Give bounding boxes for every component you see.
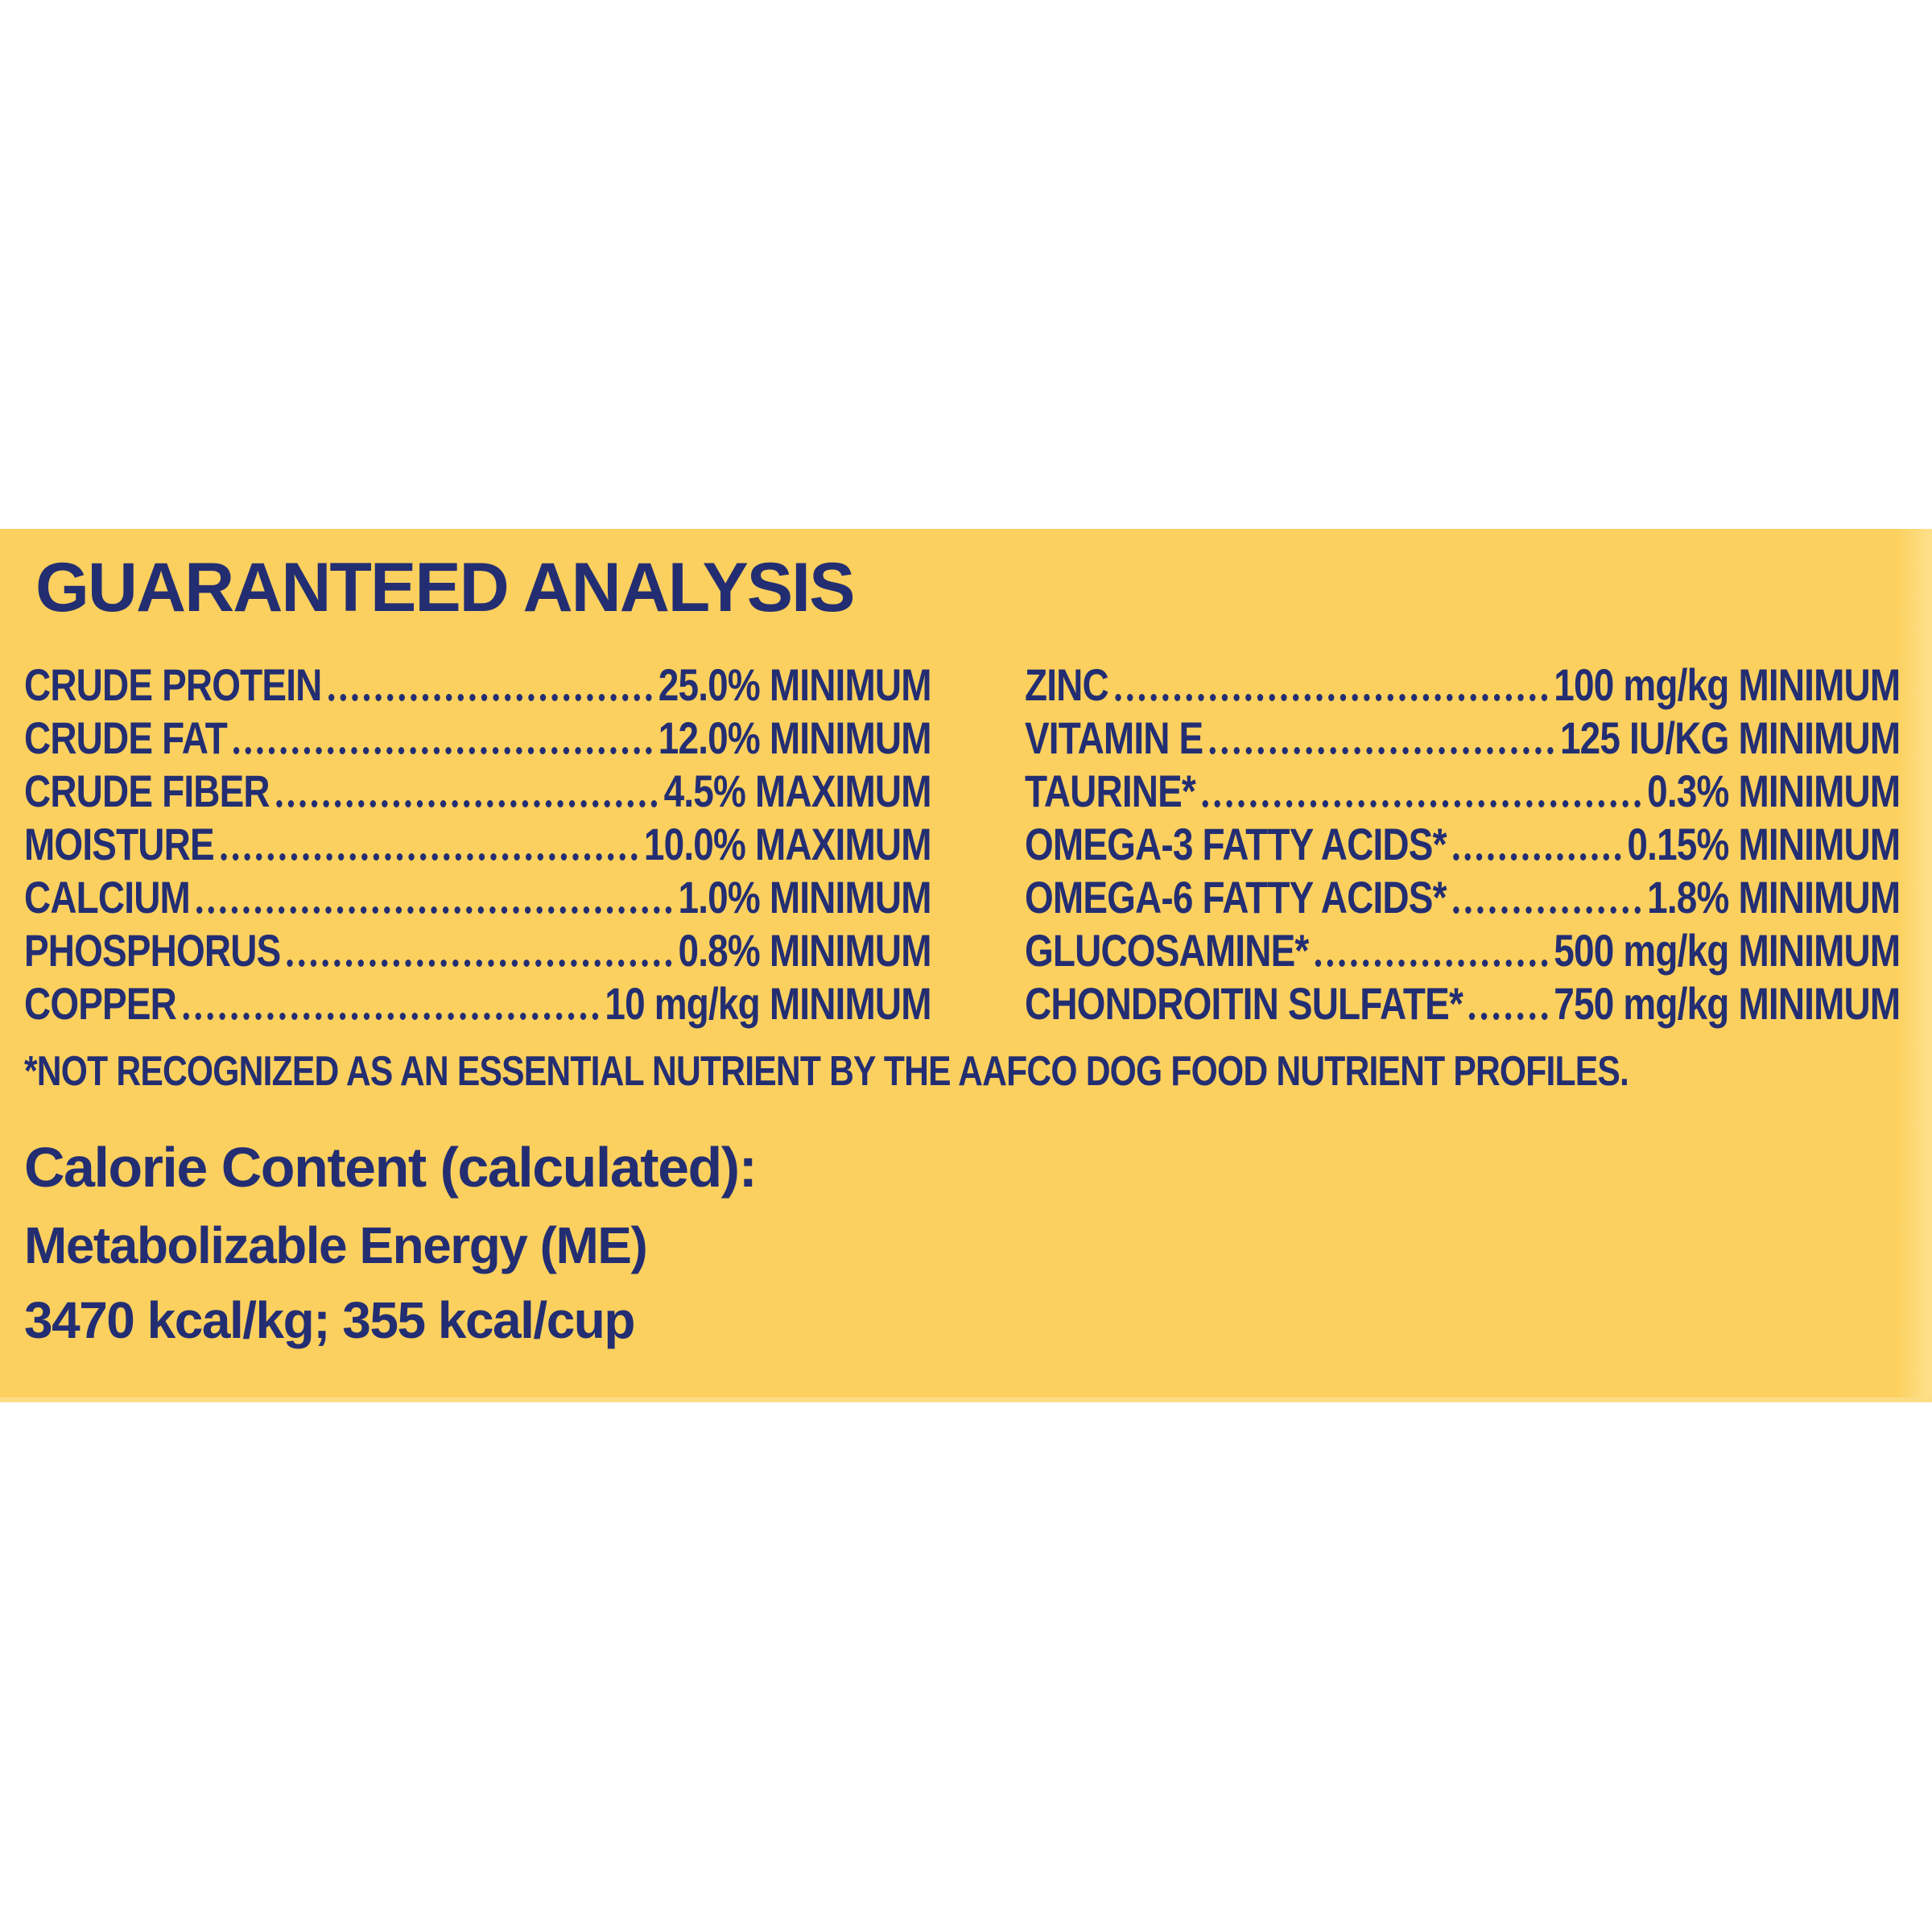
dot-leader xyxy=(1469,1013,1548,1020)
nutrient-name: COPPER xyxy=(24,978,177,1029)
nutrient-value: 750 mg/kg MINIMUM xyxy=(1554,978,1901,1029)
panel-right-edge-highlight xyxy=(1897,529,1932,1402)
nutrient-value: 1.0% MINIMUM xyxy=(678,872,931,923)
analysis-row: OMEGA-3 FATTY ACIDS* 0.15% MINIMUM xyxy=(1025,818,1901,871)
nutrient-value: 4.5% MAXIMUM xyxy=(663,766,932,816)
analysis-row: CHONDROITIN SULFATE* 750 mg/kg MINIMUM xyxy=(1025,977,1901,1030)
nutrient-value: 25.0% MINIMUM xyxy=(658,659,932,710)
analysis-column-left: CRUDE PROTEIN 25.0% MINIMUM CRUDE FAT 12… xyxy=(24,658,1130,1030)
dot-leader xyxy=(1452,906,1641,914)
dot-leader xyxy=(287,960,672,967)
dot-leader xyxy=(221,853,638,861)
nutrient-name: OMEGA-6 FATTY ACIDS* xyxy=(1025,872,1447,923)
nutrient-value: 10 mg/kg MINIMUM xyxy=(605,978,931,1029)
analysis-row: OMEGA-6 FATTY ACIDS* 1.8% MINIMUM xyxy=(1025,871,1901,924)
panel-bottom-edge-highlight xyxy=(0,1397,1932,1402)
dot-leader xyxy=(1202,800,1641,807)
dot-leader xyxy=(1452,853,1621,861)
nutrient-name: CRUDE FIBER xyxy=(24,766,270,816)
nutrient-name: VITAMIN E xyxy=(1025,712,1203,763)
analysis-row: CRUDE PROTEIN 25.0% MINIMUM xyxy=(24,658,932,712)
analysis-row: GLUCOSAMINE* 500 mg/kg MINIMUM xyxy=(1025,924,1901,977)
analysis-row: COPPER 10 mg/kg MINIMUM xyxy=(24,977,932,1030)
dot-leader xyxy=(196,906,672,914)
nutrient-name: TAURINE* xyxy=(1025,766,1196,816)
analysis-row: ZINC 100 mg/kg MINIMUM xyxy=(1025,658,1901,712)
calorie-values-line: 3470 kcal/kg; 355 kcal/cup xyxy=(24,1291,635,1349)
nutrient-value: 1.8% MINIMUM xyxy=(1647,872,1901,923)
analysis-row: PHOSPHORUS 0.8% MINIMUM xyxy=(24,924,932,977)
nutrient-name: CALCIUM xyxy=(24,872,191,923)
calorie-content-heading: Calorie Content (calculated): xyxy=(24,1136,758,1199)
analysis-column-right: ZINC 100 mg/kg MINIMUM VITAMIN E 125 IU/… xyxy=(1025,658,1932,1030)
guaranteed-analysis-panel: GUARANTEED ANALYSIS CRUDE PROTEIN 25.0% … xyxy=(0,529,1932,1402)
aafco-footnote-wrap: *NOT RECOGNIZED AS AN ESSENTIAL NUTRIENT… xyxy=(24,1048,1629,1096)
nutrient-name: MOISTURE xyxy=(24,819,215,869)
dot-leader xyxy=(1209,747,1554,754)
nutrient-value: 0.3% MINIMUM xyxy=(1647,766,1901,816)
nutrient-value: 0.15% MINIMUM xyxy=(1627,819,1901,869)
analysis-row: MOISTURE 10.0% MAXIMUM xyxy=(24,818,932,871)
analysis-row: CRUDE FAT 12.0% MINIMUM xyxy=(24,712,932,765)
nutrient-name: CRUDE PROTEIN xyxy=(24,659,322,710)
nutrient-name: OMEGA-3 FATTY ACIDS* xyxy=(1025,819,1447,869)
nutrient-name: PHOSPHORUS xyxy=(24,925,281,976)
nutrient-name: GLUCOSAMINE* xyxy=(1025,925,1309,976)
nutrient-value: 12.0% MINIMUM xyxy=(658,712,932,763)
nutrient-name: CRUDE FAT xyxy=(24,712,228,763)
dot-leader xyxy=(183,1013,599,1020)
section-title: GUARANTEED ANALYSIS xyxy=(35,549,855,626)
dot-leader xyxy=(275,800,658,807)
nutrient-value: 100 mg/kg MINIMUM xyxy=(1554,659,1901,710)
metabolizable-energy-line: Metabolizable Energy (ME) xyxy=(24,1216,648,1274)
analysis-row: VITAMIN E 125 IU/KG MINIMUM xyxy=(1025,712,1901,765)
nutrient-name: CHONDROITIN SULFATE* xyxy=(1025,978,1463,1029)
nutrient-value: 125 IU/KG MINIMUM xyxy=(1559,712,1901,763)
nutrient-name: ZINC xyxy=(1025,659,1109,710)
nutrient-value: 0.8% MINIMUM xyxy=(678,925,931,976)
analysis-row: CALCIUM 1.0% MINIMUM xyxy=(24,871,932,924)
dot-leader xyxy=(233,747,652,754)
dot-leader xyxy=(1315,960,1548,967)
aafco-footnote: *NOT RECOGNIZED AS AN ESSENTIAL NUTRIENT… xyxy=(24,1048,1629,1095)
analysis-row: TAURINE* 0.3% MINIMUM xyxy=(1025,765,1901,818)
dot-leader xyxy=(1115,694,1548,701)
dot-leader xyxy=(328,694,652,701)
analysis-row: CRUDE FIBER 4.5% MAXIMUM xyxy=(24,765,931,818)
nutrient-value: 10.0% MAXIMUM xyxy=(643,819,932,869)
nutrient-value: 500 mg/kg MINIMUM xyxy=(1554,925,1901,976)
